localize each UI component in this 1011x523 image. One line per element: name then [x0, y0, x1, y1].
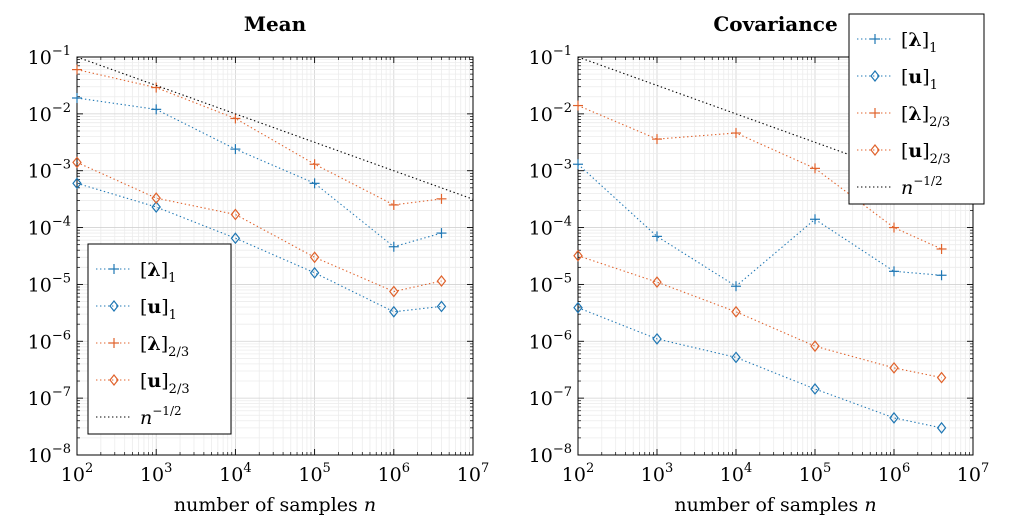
legend-box [848, 13, 985, 205]
x-tick-label: 103 [641, 461, 673, 486]
x-tick-label: 106 [378, 461, 410, 486]
diamond-marker [573, 249, 583, 262]
diamond-marker [810, 383, 820, 395]
y-tick-label: 10−4 [529, 215, 572, 240]
diamond-marker [151, 192, 161, 205]
legend-label: n−1/2 [901, 174, 943, 199]
legend-box [87, 243, 232, 435]
series-line [577, 307, 942, 429]
chart-panel-2: 102 103 104 105 106 107 10−8 10−7 10−6 10−5 10−4 10… [529, 12, 990, 516]
legend: [λ]1 [u]1 [λ]2/3 [u]2/3 n−1/2 [848, 13, 985, 205]
y-tick-label: 10−2 [28, 101, 71, 126]
diamond-marker [109, 300, 119, 312]
diamond-marker [72, 177, 82, 190]
x-axis-label: number of samples n [174, 494, 376, 516]
y-tick-label: 10−3 [529, 158, 572, 183]
diamond-marker [230, 232, 241, 245]
series-line [76, 56, 474, 200]
series-line [577, 104, 942, 250]
x-axis-label: number of samples n [674, 494, 876, 516]
series-line [76, 97, 442, 248]
diamond-marker [309, 251, 320, 264]
y-tick-label: 10−1 [529, 44, 572, 69]
chart-panel-1: 102 103 104 105 106 107 10−8 10−7 10−6 10−5 10−4 10… [28, 12, 490, 516]
y-tick-label: 10−3 [28, 158, 71, 183]
y-tick-label: 10−6 [529, 328, 572, 353]
legend-label: [u]1 [140, 296, 177, 323]
diamond-marker [652, 276, 662, 289]
legend-label: [λ]2/3 [140, 333, 189, 360]
y-tick-label: 10−7 [529, 385, 572, 410]
diamond-marker [309, 266, 320, 279]
legend-label: [λ]1 [901, 29, 937, 56]
diamond-marker [889, 411, 899, 424]
chart-title: Covariance [713, 12, 837, 36]
x-tick-label: 102 [61, 461, 93, 486]
legend-label: n−1/2 [140, 404, 182, 429]
diamond-marker [436, 300, 447, 313]
legend: [λ]1 [u]1 [λ]2/3 [u]2/3 n−1/2 [87, 243, 232, 435]
chart-title: Mean [244, 12, 307, 36]
y-tick-label: 10−5 [28, 271, 71, 296]
diamond-marker [573, 301, 583, 314]
legend-label: [u]2/3 [901, 140, 951, 167]
y-tick-label: 10−2 [529, 101, 572, 126]
y-tick-label: 10−8 [28, 442, 71, 467]
series-line [76, 182, 442, 313]
y-tick-label: 10−5 [529, 271, 572, 296]
x-tick-label: 102 [562, 461, 594, 486]
y-tick-label: 10−6 [28, 328, 71, 353]
x-tick-label: 103 [140, 461, 172, 486]
legend-label: [λ]2/3 [901, 103, 950, 130]
diamond-marker [870, 144, 880, 156]
diamond-marker [389, 305, 399, 318]
diamond-marker [151, 201, 161, 213]
y-tick-label: 10−7 [28, 385, 71, 410]
y-tick-label: 10−8 [529, 442, 572, 467]
x-tick-label: 106 [878, 461, 910, 486]
x-tick-label: 104 [720, 461, 752, 486]
diamond-marker [652, 332, 662, 345]
diamond-marker [889, 361, 899, 374]
diamond-marker [436, 275, 447, 287]
legend-label: [u]1 [901, 66, 938, 93]
diamond-marker [936, 421, 947, 434]
x-tick-label: 107 [457, 461, 489, 486]
diamond-marker [230, 208, 241, 221]
x-tick-label: 107 [957, 461, 989, 486]
series-line [76, 161, 442, 293]
diamond-marker [72, 156, 82, 169]
x-tick-label: 105 [298, 461, 330, 486]
y-tick-label: 10−1 [28, 44, 71, 69]
x-tick-label: 105 [799, 461, 831, 486]
plot-frame [76, 56, 474, 456]
diamond-marker [810, 340, 820, 353]
legend-label: [λ]1 [140, 259, 176, 286]
diamond-marker [731, 305, 741, 318]
diamond-marker [389, 285, 399, 298]
diamond-marker [731, 351, 741, 364]
diamond-marker [936, 371, 947, 384]
y-tick-label: 10−4 [28, 215, 71, 240]
diamond-marker [870, 70, 880, 82]
legend-label: [u]2/3 [140, 370, 190, 397]
diamond-marker [109, 374, 119, 386]
series-line [577, 163, 942, 287]
x-tick-label: 104 [219, 461, 251, 486]
